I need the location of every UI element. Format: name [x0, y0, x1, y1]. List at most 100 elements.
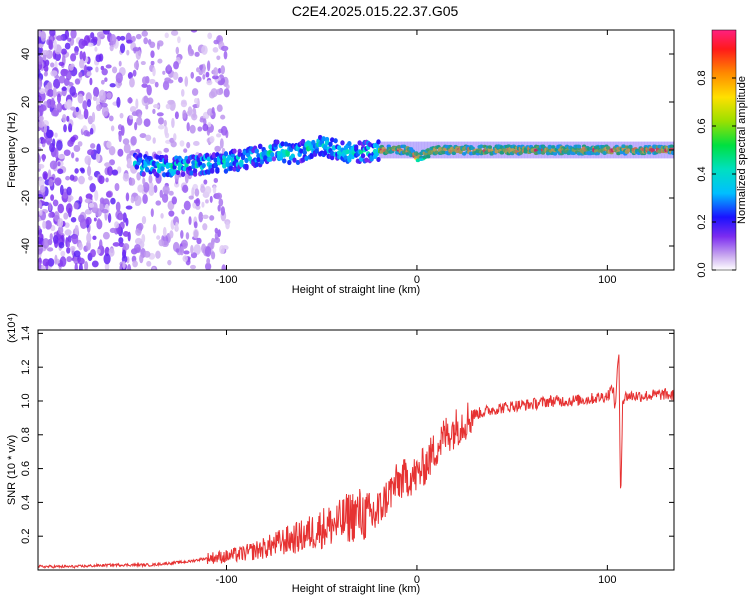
- heatmap-cell: [57, 225, 64, 235]
- heatmap-cell: [329, 150, 335, 157]
- heatmap-cell: [122, 230, 129, 237]
- y-tick-label: -20: [20, 190, 32, 206]
- heatmap-cell: [95, 152, 101, 163]
- heatmap-cell: [650, 148, 655, 152]
- heatmap-cell: [174, 111, 179, 120]
- heatmap-cell: [530, 141, 534, 159]
- heatmap-cell: [137, 222, 144, 231]
- heatmap-cell: [111, 169, 119, 176]
- heatmap-cell: [202, 63, 206, 75]
- heatmap-cell: [78, 38, 86, 50]
- heatmap-cell: [347, 157, 352, 163]
- heatmap-cell: [69, 86, 76, 97]
- heatmap-cell: [427, 141, 431, 159]
- heatmap-cell: [139, 254, 144, 264]
- heatmap-cell: [635, 141, 639, 159]
- heatmap-cell: [450, 141, 454, 159]
- heatmap-cell: [102, 30, 110, 35]
- heatmap-cell: [146, 84, 152, 96]
- heatmap-cell: [638, 141, 642, 159]
- heatmap-cell: [535, 141, 539, 159]
- heatmap-cell: [90, 249, 96, 258]
- heatmap-cell: [225, 221, 230, 230]
- heatmap-cell: [96, 248, 101, 255]
- heatmap-cell: [210, 167, 215, 173]
- heatmap-cell: [105, 191, 112, 198]
- heatmap-cell: [204, 246, 212, 258]
- heatmap-cell: [104, 162, 111, 168]
- heatmap-cell: [558, 141, 562, 159]
- heatmap-cell: [141, 30, 148, 37]
- heatmap-cell: [143, 250, 151, 258]
- heatmap-cell: [210, 88, 218, 98]
- heatmap-cell: [201, 45, 208, 55]
- heatmap-cell: [207, 122, 212, 128]
- heatmap-cell: [188, 49, 195, 57]
- heatmap-cell: [180, 100, 188, 108]
- heatmap-cell: [564, 141, 568, 159]
- heatmap-cell: [650, 141, 654, 159]
- heatmap-cell: [38, 30, 41, 38]
- heatmap-cell: [211, 251, 216, 260]
- heatmap-cell: [193, 97, 198, 104]
- top-x-axis-label: Height of straight line (km): [292, 284, 420, 296]
- heatmap-cell: [300, 138, 306, 145]
- heatmap-cell: [129, 77, 135, 88]
- heatmap-cell: [182, 184, 189, 193]
- heatmap-cell: [170, 30, 179, 36]
- heatmap-cell: [42, 153, 46, 162]
- heatmap-cell: [329, 155, 335, 161]
- heatmap-cell: [85, 66, 93, 71]
- y-tick-label: 20: [20, 96, 32, 108]
- heatmap-cell: [158, 239, 165, 247]
- heatmap-cell: [162, 185, 170, 195]
- heatmap-cell: [232, 148, 237, 154]
- heatmap-cell: [54, 132, 58, 138]
- heatmap-cell: [38, 244, 43, 249]
- heatmap-cell: [42, 49, 50, 56]
- heatmap-cell: [203, 179, 208, 185]
- heatmap-cell: [129, 106, 137, 113]
- heatmap-cell: [132, 260, 138, 268]
- heatmap-cell: [202, 74, 206, 80]
- heatmap-cell: [38, 115, 44, 122]
- heatmap-cell: [109, 83, 116, 88]
- heatmap-cell: [74, 46, 79, 54]
- heatmap-cell: [52, 199, 59, 207]
- heatmap-cell: [43, 71, 48, 77]
- heatmap-cell: [77, 141, 83, 147]
- heatmap-cell: [78, 214, 85, 223]
- heatmap-cell: [573, 141, 577, 159]
- heatmap-cell: [187, 106, 193, 116]
- heatmap-cell: [393, 141, 397, 159]
- heatmap-cell: [191, 113, 198, 121]
- heatmap-cell: [167, 79, 174, 84]
- heatmap-cell: [213, 39, 219, 45]
- heatmap-cell: [499, 150, 505, 155]
- heatmap-cell: [451, 151, 457, 156]
- heatmap-cell: [121, 255, 128, 264]
- heatmap-cell: [415, 141, 419, 159]
- heatmap-cell: [311, 139, 316, 146]
- heatmap-cell: [655, 141, 659, 159]
- heatmap-cell: [95, 66, 99, 73]
- heatmap-cell: [40, 30, 47, 42]
- heatmap-cell: [576, 144, 582, 149]
- heatmap-cell: [167, 99, 175, 105]
- heatmap-cell: [178, 76, 183, 83]
- x-tick-label: 100: [598, 274, 616, 286]
- heatmap-cell: [201, 162, 206, 169]
- heatmap-cell: [57, 168, 64, 175]
- heatmap-cell: [65, 175, 71, 181]
- heatmap-cell: [73, 202, 79, 210]
- heatmap-cell: [206, 257, 211, 265]
- heatmap-cell: [217, 80, 225, 86]
- heatmap-cell: [48, 39, 53, 50]
- heatmap-cell: [56, 103, 61, 110]
- x-tick-label: 0: [414, 574, 420, 586]
- heatmap-cell: [587, 141, 591, 159]
- heatmap-cell: [38, 231, 42, 236]
- heatmap-cell: [109, 227, 117, 234]
- heatmap-cell: [191, 163, 196, 170]
- heatmap-cell: [163, 154, 169, 160]
